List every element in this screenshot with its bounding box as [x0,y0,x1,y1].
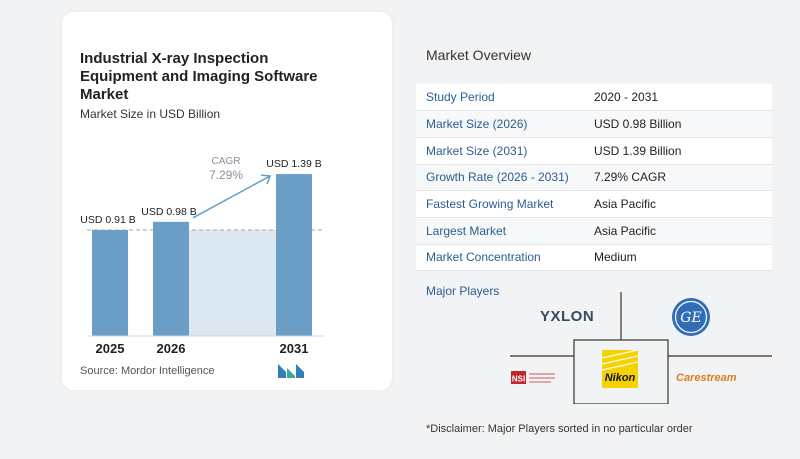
data-label-2026: USD 0.98 B [141,206,196,218]
overview-key: Fastest Growing Market [416,190,584,218]
growth-band [189,229,276,336]
overview-key: Market Size (2026) [416,110,584,138]
nikon-logo-text: Nikon [605,372,636,384]
data-label-2031: USD 1.39 B [266,158,321,170]
market-overview-title: Market Overview [426,47,532,63]
overview-value: 7.29% CAGR [584,164,772,192]
north-star-imaging-logo: NSI [511,371,555,384]
overview-row: Market Size (2026) USD 0.98 Billion [416,110,772,138]
major-players-title: Major Players [426,284,500,298]
overview-row: Growth Rate (2026 - 2031) 7.29% CAGR [416,164,772,192]
overview-key: Growth Rate (2026 - 2031) [416,164,584,192]
bar-2026 [153,221,189,336]
x-tick-2031: 2031 [280,341,309,356]
overview-row: Largest Market Asia Pacific [416,217,772,245]
disclaimer: *Disclaimer: Major Players sorted in no … [426,423,693,435]
cagr-arrow [192,175,271,219]
cagr-value: 7.29% [209,168,243,182]
bar-2031 [276,174,312,336]
chart-title: Industrial X-ray Inspection Equipment an… [80,50,318,103]
market-overview-table: Study Period 2020 - 2031 Market Size (2026… [416,84,772,272]
ge-logo-text: GE [680,310,701,326]
overview-row: Market Size (2031) USD 1.39 Billion [416,137,772,165]
overview-value: 2020 - 2031 [584,84,772,112]
data-label-2025: USD 0.91 B [80,214,135,226]
x-tick-2026: 2026 [157,341,186,356]
mordor-intelligence-logo [278,364,304,378]
overview-row: Market Concentration Medium [416,244,772,272]
cagr-label: CAGR [212,156,241,167]
cagr-arrowhead [260,174,272,185]
overview-key: Study Period [416,84,584,112]
players-grid [510,292,772,404]
nikon-logo: Nikon [602,350,638,388]
overview-key: Market Concentration [416,244,584,272]
yxlon-logo: YXLON [540,308,595,325]
overview-value: USD 1.39 Billion [584,137,772,165]
carestream-logo: Carestream [676,372,737,384]
overview-value: Asia Pacific [584,217,772,245]
x-tick-2025: 2025 [96,341,125,356]
ge-logo: GE [672,298,710,336]
overview-row: Study Period 2020 - 2031 [416,84,772,112]
bar-2025 [92,229,128,336]
overview-value: USD 0.98 Billion [584,110,772,138]
chart-subtitle: Market Size in USD Billion [80,107,221,121]
svg-text:NSI: NSI [512,375,525,384]
overview-value: Medium [584,244,772,272]
source-note: Source: Mordor Intelligence [80,365,215,377]
overview-key: Largest Market [416,217,584,245]
bar-chart: USD 0.91 B 2025 USD 0.98 B 2026 USD 1.39 B 20… [80,156,324,356]
overview-row: Fastest Growing Market Asia Pacific [416,190,772,218]
overview-value: Asia Pacific [584,190,772,218]
overview-key: Market Size (2031) [416,137,584,165]
